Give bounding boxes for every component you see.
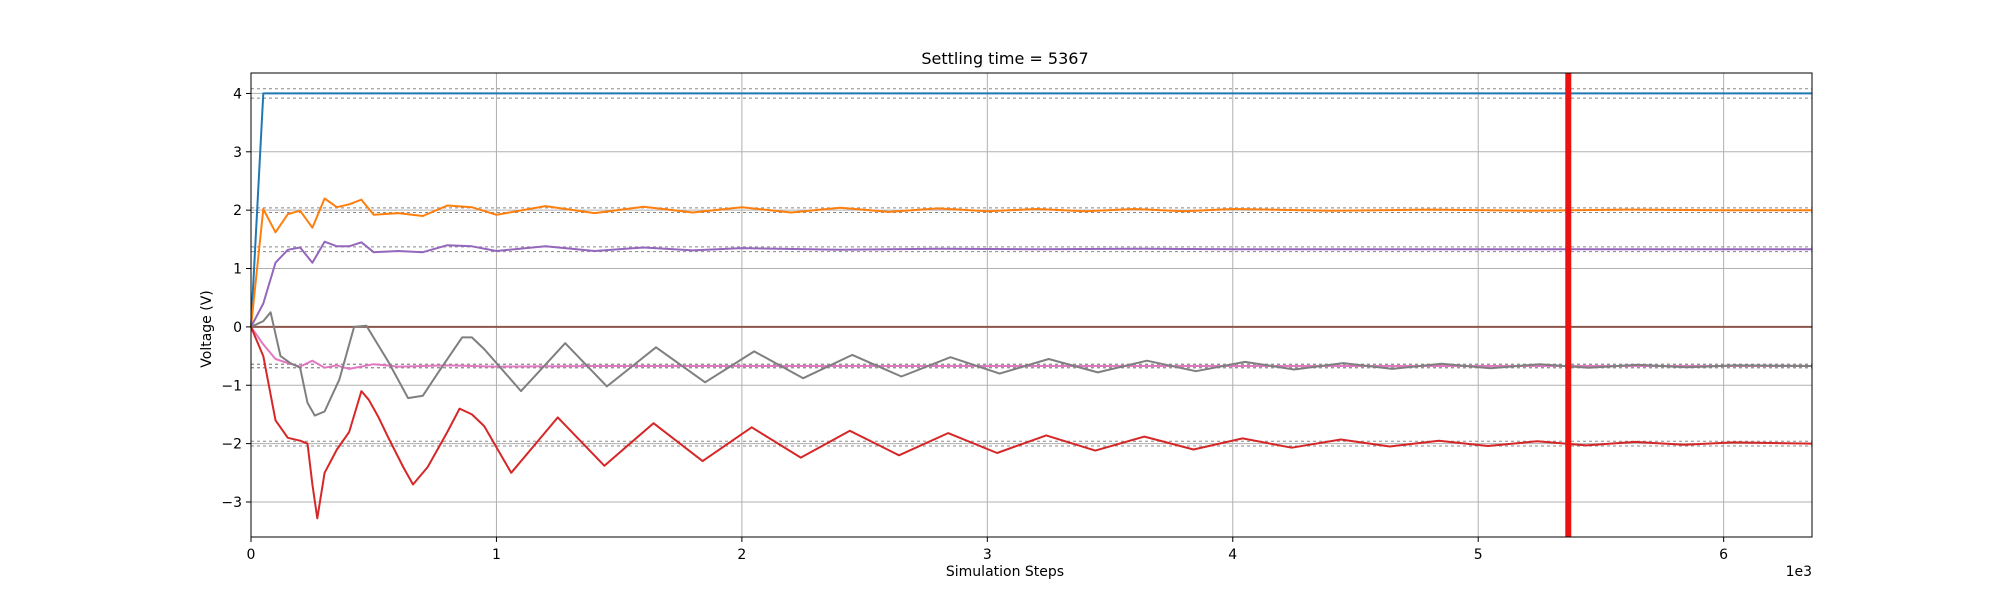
x-axis-label: Simulation Steps xyxy=(946,564,1064,580)
x-tick-label: 5 xyxy=(1474,547,1483,563)
x-tick-label: 2 xyxy=(737,547,746,563)
x-tick-label: 0 xyxy=(247,547,256,563)
y-tick-label: 4 xyxy=(233,86,242,102)
y-tick-label: 2 xyxy=(233,203,242,219)
y-axis-label: Voltage (V) xyxy=(199,290,215,367)
series-line xyxy=(250,92,1812,327)
series-lines xyxy=(250,92,1813,520)
x-axis-offset-label: 1e3 xyxy=(1786,564,1812,580)
x-tick-label: 1 xyxy=(492,547,501,563)
x-tick-label: 4 xyxy=(1228,547,1237,563)
y-tick-label: −1 xyxy=(221,378,242,394)
chart-title: Settling time = 5367 xyxy=(921,49,1088,68)
y-tick-label: 0 xyxy=(233,320,242,336)
tick-labels: 0 1 2 3 4 5 6 −3 −2 −1 0 1 2 3 4 xyxy=(221,86,1728,563)
plot-area-frame xyxy=(250,72,1813,538)
series-line xyxy=(250,240,1812,328)
x-tick-label: 3 xyxy=(983,547,992,563)
y-tick-label: −3 xyxy=(221,495,242,511)
series-line xyxy=(250,326,1812,370)
series-line xyxy=(250,326,1813,520)
x-tick-label: 6 xyxy=(1719,547,1728,563)
series-line xyxy=(250,311,1813,417)
series-line xyxy=(250,197,1812,328)
y-tick-label: −2 xyxy=(221,437,242,453)
y-tick-label: 1 xyxy=(233,262,242,278)
y-tick-label: 3 xyxy=(233,145,242,161)
